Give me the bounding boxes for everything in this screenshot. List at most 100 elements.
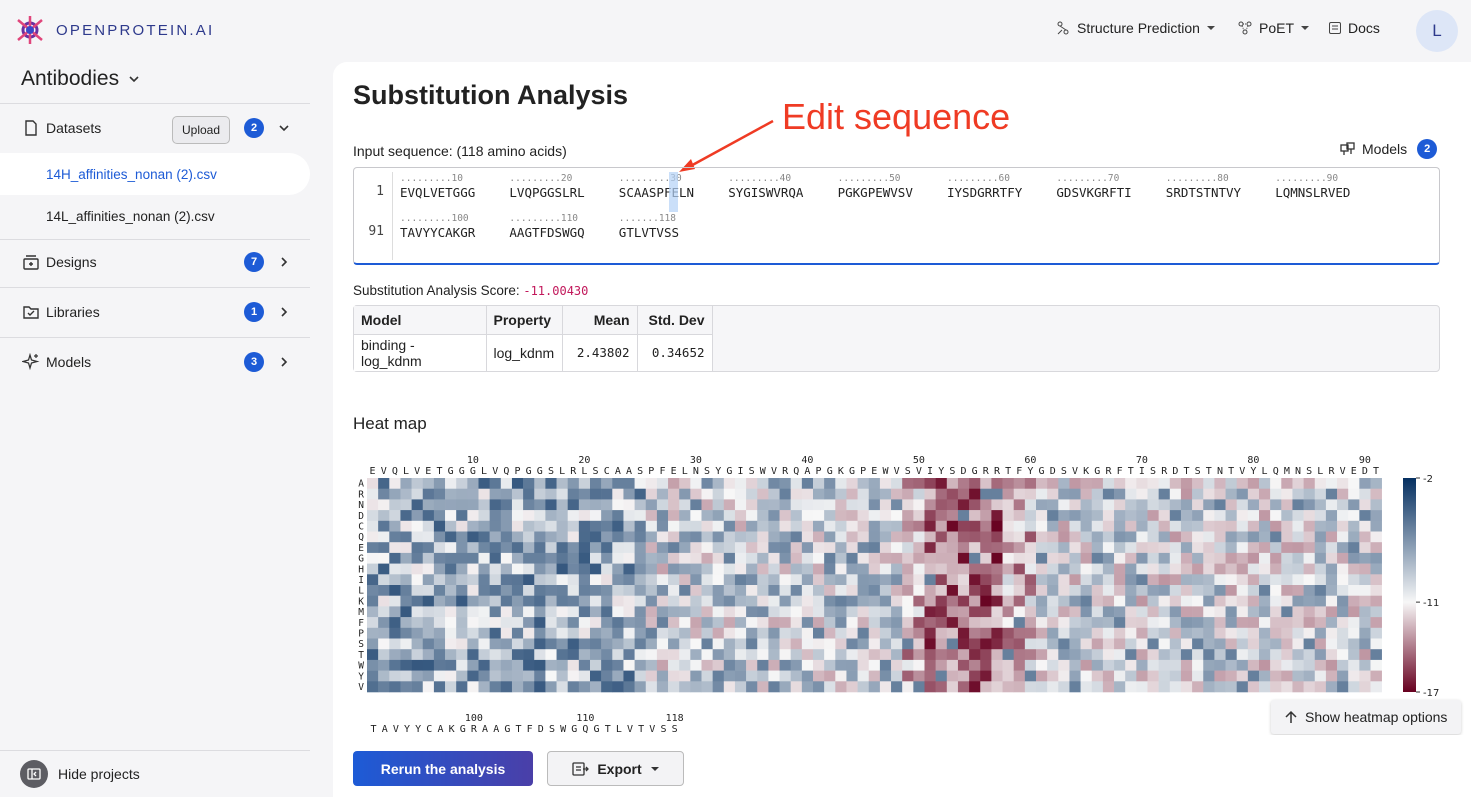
heatmap-cell[interactable] — [790, 606, 803, 618]
heatmap-cell[interactable] — [790, 552, 803, 564]
heatmap-cell[interactable] — [556, 649, 568, 661]
heatmap-cell[interactable] — [723, 563, 736, 575]
heatmap-cell[interactable] — [389, 649, 401, 661]
heatmap-cell[interactable] — [645, 542, 658, 554]
heatmap-cell[interactable] — [656, 510, 669, 522]
heatmap-cell[interactable] — [1325, 542, 1338, 554]
heatmap-cell[interactable] — [757, 670, 769, 682]
heatmap-cell[interactable] — [1114, 478, 1126, 489]
heatmap-cell[interactable] — [924, 659, 936, 671]
heatmap-cell[interactable] — [924, 563, 936, 575]
heatmap-cell[interactable] — [902, 627, 914, 639]
heatmap-cell[interactable] — [1370, 659, 1382, 671]
heatmap-cell[interactable] — [1180, 542, 1193, 554]
heatmap-cell[interactable] — [1047, 649, 1059, 661]
heatmap-cell[interactable] — [1325, 617, 1338, 629]
heatmap-cell[interactable] — [824, 488, 836, 500]
heatmap-cell[interactable] — [545, 478, 557, 489]
heatmap-cell[interactable] — [411, 552, 424, 564]
heatmap-cell[interactable] — [612, 595, 624, 607]
heatmap-cell[interactable] — [1337, 681, 1349, 693]
upload-button[interactable]: Upload — [172, 116, 230, 144]
heatmap-cell[interactable] — [1359, 552, 1371, 564]
heatmap-cell[interactable] — [1270, 499, 1282, 511]
heatmap-cell[interactable] — [433, 520, 446, 532]
heatmap-cell[interactable] — [690, 542, 702, 554]
heatmap-cell[interactable] — [367, 585, 379, 596]
heatmap-cell[interactable] — [935, 531, 948, 543]
heatmap-cell[interactable] — [400, 520, 412, 532]
heatmap-cell[interactable] — [790, 510, 803, 522]
heatmap-cell[interactable] — [400, 531, 412, 543]
heatmap-cell[interactable] — [400, 563, 412, 575]
heatmap-cell[interactable] — [645, 617, 658, 629]
heatmap-cell[interactable] — [723, 585, 736, 596]
heatmap-cell[interactable] — [913, 606, 925, 618]
heatmap-cell[interactable] — [690, 531, 702, 543]
heatmap-cell[interactable] — [902, 659, 914, 671]
heatmap-cell[interactable] — [1292, 617, 1304, 629]
heatmap-cell[interactable] — [1370, 595, 1382, 607]
heatmap-cell[interactable] — [1236, 531, 1249, 543]
heatmap-cell[interactable] — [1247, 552, 1260, 564]
heatmap-cell[interactable] — [578, 574, 591, 586]
heatmap-cell[interactable] — [1225, 585, 1237, 596]
heatmap-cell[interactable] — [1058, 510, 1070, 522]
heatmap-cell[interactable] — [1024, 595, 1037, 607]
heatmap-cell[interactable] — [1303, 659, 1316, 671]
heatmap-cell[interactable] — [601, 499, 613, 511]
heatmap-cell[interactable] — [1136, 478, 1148, 489]
heatmap-cell[interactable] — [679, 627, 691, 639]
heatmap-cell[interactable] — [1147, 627, 1159, 639]
heatmap-cell[interactable] — [590, 542, 602, 554]
heatmap-cell[interactable] — [1348, 638, 1360, 650]
heatmap-cell[interactable] — [1270, 488, 1282, 500]
chevron-right-icon[interactable] — [278, 256, 290, 268]
heatmap-cell[interactable] — [433, 649, 446, 661]
heatmap-cell[interactable] — [1069, 617, 1081, 629]
heatmap-cell[interactable] — [1359, 488, 1371, 500]
heatmap-cell[interactable] — [668, 552, 680, 564]
heatmap-cell[interactable] — [467, 552, 479, 564]
heatmap-cell[interactable] — [1169, 627, 1182, 639]
heatmap-cell[interactable] — [578, 595, 591, 607]
heatmap-cell[interactable] — [445, 649, 457, 661]
heatmap-cell[interactable] — [913, 595, 925, 607]
heatmap-cell[interactable] — [378, 488, 390, 500]
heatmap-cell[interactable] — [690, 627, 702, 639]
heatmap-cell[interactable] — [1125, 563, 1137, 575]
heatmap-cell[interactable] — [1270, 520, 1282, 532]
heatmap-cell[interactable] — [1337, 606, 1349, 618]
heatmap-cell[interactable] — [712, 520, 725, 532]
heatmap-cell[interactable] — [445, 659, 457, 671]
heatmap-cell[interactable] — [1013, 649, 1026, 661]
heatmap-cell[interactable] — [868, 478, 881, 489]
heatmap-cell[interactable] — [1192, 520, 1204, 532]
heatmap-cell[interactable] — [690, 563, 702, 575]
heatmap-cell[interactable] — [1158, 627, 1171, 639]
heatmap-cell[interactable] — [1002, 627, 1014, 639]
heatmap-cell[interactable] — [1325, 638, 1338, 650]
heatmap-cell[interactable] — [768, 552, 780, 564]
heatmap-cell[interactable] — [723, 659, 736, 671]
heatmap-cell[interactable] — [1102, 638, 1115, 650]
heatmap-cell[interactable] — [835, 627, 847, 639]
heatmap-cell[interactable] — [1114, 488, 1126, 500]
heatmap-cell[interactable] — [879, 659, 892, 671]
heatmap-cell[interactable] — [1225, 649, 1237, 661]
heatmap-cell[interactable] — [1169, 638, 1182, 650]
heatmap-cell[interactable] — [1236, 606, 1249, 618]
heatmap-cell[interactable] — [723, 552, 736, 564]
heatmap-cell[interactable] — [1158, 617, 1171, 629]
heatmap-cell[interactable] — [467, 499, 479, 511]
heatmap-cell[interactable] — [1292, 520, 1304, 532]
heatmap-cell[interactable] — [1169, 542, 1182, 554]
heatmap-cell[interactable] — [1036, 520, 1048, 532]
heatmap-cell[interactable] — [1125, 478, 1137, 489]
heatmap-cell[interactable] — [1281, 520, 1293, 532]
heatmap-cell[interactable] — [523, 649, 535, 661]
heatmap-cell[interactable] — [1136, 574, 1148, 586]
heatmap-cell[interactable] — [545, 542, 557, 554]
heatmap-cell[interactable] — [857, 510, 870, 522]
heatmap-cell[interactable] — [913, 488, 925, 500]
